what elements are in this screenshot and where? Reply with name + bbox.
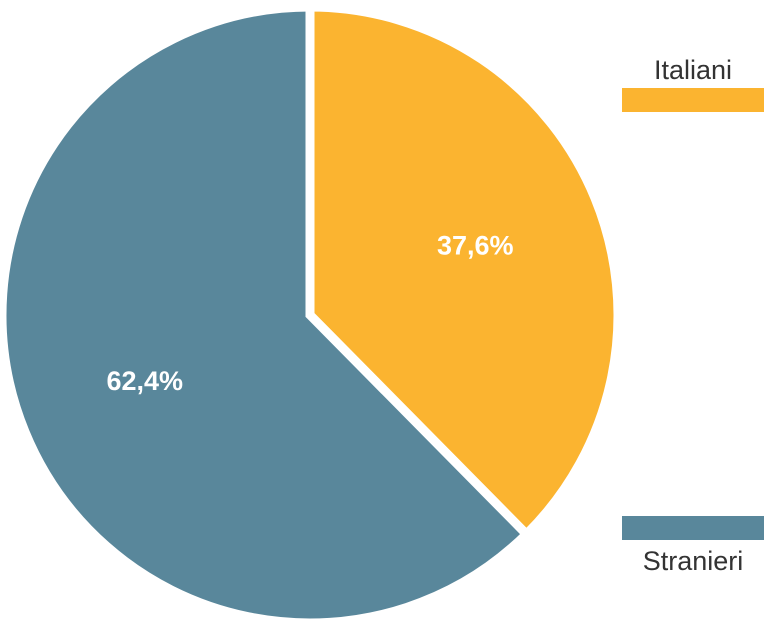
legend-label-stranieri: Stranieri: [643, 546, 744, 576]
pie-slice-italiani: [305, 2, 623, 541]
slice-value-label-stranieri: 62,4%: [106, 366, 183, 396]
legend-swatch-stranieri: [622, 516, 764, 540]
pie-slices: [0, 2, 623, 624]
pie-slice-labels: 37,6% 62,4%: [106, 230, 513, 396]
pie-slice-stranieri: [0, 2, 533, 624]
legend-label-italiani: Italiani: [654, 55, 732, 85]
slice-value-label-italiani: 37,6%: [437, 230, 514, 260]
legend: Italiani Stranieri: [622, 55, 764, 576]
legend-swatch-italiani: [622, 88, 764, 112]
